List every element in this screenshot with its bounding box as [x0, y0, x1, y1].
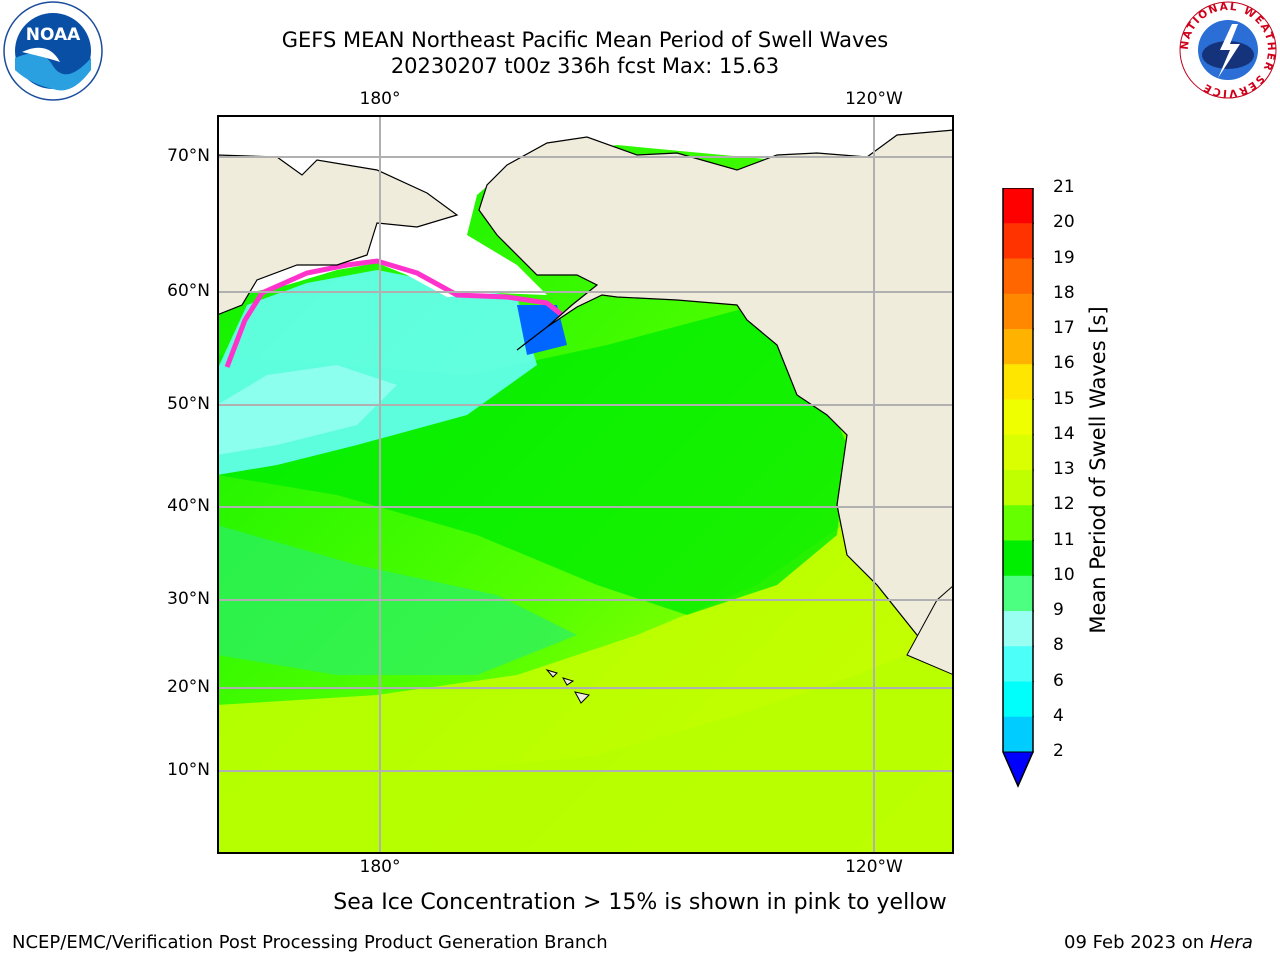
- chart-subtitle: 20230207 t00z 336h fcst Max: 15.63: [390, 54, 780, 78]
- hawaii-island: [574, 691, 591, 704]
- footer-branch: NCEP/EMC/Verification Post Processing Pr…: [12, 932, 608, 953]
- ice-nodata-region: [217, 115, 954, 305]
- colorbar-tick-label: 19: [1053, 247, 1075, 268]
- lat-label-10n: 10°N: [167, 760, 210, 780]
- lon-label-bottom-180: 180°: [359, 857, 401, 877]
- lat-label-30n: 30°N: [167, 589, 210, 609]
- colorbar-tick-label: 21: [1053, 177, 1075, 197]
- colorbar-tick-label: 6: [1053, 670, 1064, 691]
- lat-label-40n: 40°N: [167, 496, 210, 516]
- graticule: [217, 115, 954, 854]
- colorbar-segment: [1003, 470, 1033, 506]
- colorbar-segment: [1003, 364, 1033, 400]
- swell-period-map: [217, 115, 954, 854]
- noaa-logo-text: NOAA: [26, 25, 81, 45]
- colorbar-segment: [1003, 611, 1033, 647]
- lat-label-50n: 50°N: [167, 394, 210, 414]
- footer-date-text: 09 Feb 2023 on: [1064, 932, 1210, 953]
- sea-ice-note: Sea Ice Concentration > 15% is shown in …: [333, 890, 947, 915]
- colorbar-segment: [1003, 681, 1033, 718]
- colorbar-tick-label: 8: [1053, 635, 1064, 656]
- colorbar-extend-arrow: [1002, 751, 1034, 788]
- lat-label-20n: 20°N: [167, 677, 210, 697]
- colorbar-segment: [1003, 716, 1033, 753]
- colorbar-tick-label: 17: [1053, 318, 1075, 338]
- colorbar-tick-label: 15: [1053, 388, 1075, 409]
- lon-label-bottom-120w: 120°W: [845, 857, 903, 877]
- colorbar-segment: [1003, 540, 1033, 577]
- footer-date: 09 Feb 2023 on Hera: [1064, 932, 1253, 953]
- colorbar-segment: [1003, 329, 1033, 365]
- colorbar-tick-label: 12: [1053, 494, 1075, 515]
- colorbar-tick-label: 18: [1053, 282, 1075, 303]
- colorbar-frame: [1002, 188, 1034, 788]
- colorbar-tick-label: 13: [1053, 459, 1075, 479]
- lon-label-top-180: 180°: [359, 89, 401, 109]
- colorbar-tick-label: 11: [1053, 529, 1075, 550]
- noaa-logo: NOAA: [3, 1, 103, 101]
- colorbar-tick-label: 2: [1053, 741, 1064, 761]
- colorbar-segment: [1003, 188, 1033, 224]
- colorbar-tick-label: 4: [1053, 705, 1064, 726]
- colorbar-title: Mean Period of Swell Waves [s]: [1086, 306, 1110, 634]
- lat-label-70n: 70°N: [167, 146, 210, 166]
- colorbar-segment: [1003, 434, 1033, 471]
- colorbar-tick-label: 10: [1053, 564, 1075, 585]
- colorbar-tick-label: 9: [1053, 600, 1064, 620]
- nws-logo: NATIONAL WEATHER SERVICE: [1179, 1, 1277, 99]
- colorbar-segment: [1003, 399, 1033, 436]
- alaska-canada-land: [478, 129, 954, 651]
- colorbar: [1002, 188, 1034, 788]
- colorbar-segment: [1003, 223, 1033, 259]
- bristol-bay-low: [517, 305, 567, 355]
- colorbar-segment: [1003, 505, 1033, 541]
- map-frame: [217, 115, 954, 854]
- colorbar-tick-label: 14: [1053, 423, 1075, 444]
- colorbar-segment: [1003, 293, 1033, 330]
- lat-label-60n: 60°N: [167, 281, 210, 301]
- footer-host: Hera: [1209, 932, 1253, 953]
- chart-title: GEFS MEAN Northeast Pacific Mean Period …: [281, 28, 889, 52]
- lon-label-top-120w: 120°W: [845, 89, 903, 109]
- colorbar-segment: [1003, 575, 1033, 612]
- colorbar-tick-label: 16: [1053, 353, 1075, 374]
- colorbar-segment: [1003, 258, 1033, 295]
- sea-ice-edge: [224, 258, 564, 368]
- colorbar-segment: [1003, 646, 1033, 682]
- colorbar-tick-label: 20: [1053, 212, 1075, 233]
